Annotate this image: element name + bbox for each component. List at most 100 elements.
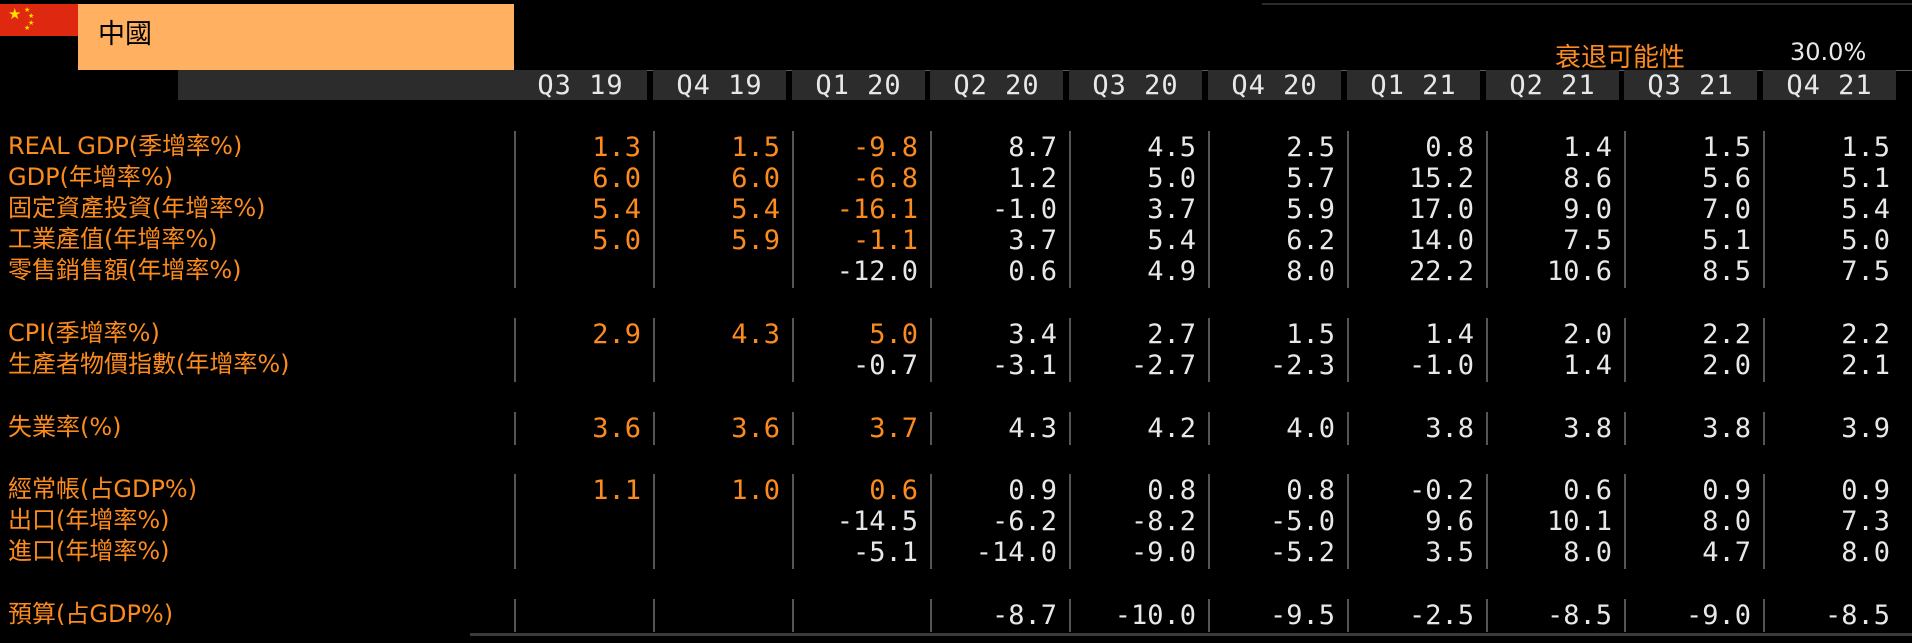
quarter-header: Q4 21 — [1763, 70, 1896, 101]
table-cell: 1.1 — [592, 475, 641, 506]
table-cell: -3.1 — [991, 350, 1057, 381]
table-cell: 3.7 — [1008, 225, 1057, 256]
table-cell: -0.7 — [852, 350, 918, 381]
column-separator — [930, 131, 932, 288]
column-separator — [1069, 131, 1071, 288]
column-separator — [1624, 412, 1626, 445]
table-cell: -14.5 — [836, 506, 918, 537]
table-cell: -6.8 — [852, 163, 918, 194]
row-label: 失業率(%) — [8, 413, 122, 441]
table-cell: 2.0 — [1702, 350, 1751, 381]
table-cell: -8.5 — [1546, 600, 1612, 631]
table-cell: 4.7 — [1702, 537, 1751, 568]
table-cell: 1.4 — [1563, 350, 1612, 381]
table-cell: 0.8 — [1147, 475, 1196, 506]
table-cell: -1.0 — [991, 194, 1057, 225]
column-separator — [1347, 474, 1349, 569]
table-cell: 1.5 — [1841, 132, 1890, 163]
table-cell: 7.5 — [1841, 256, 1890, 287]
table-cell: 3.8 — [1702, 413, 1751, 444]
quarter-header: Q4 19 — [653, 70, 786, 101]
table-cell: 2.9 — [592, 319, 641, 350]
table-cell: -1.0 — [1408, 350, 1474, 381]
quarter-header: Q1 20 — [792, 70, 925, 101]
table-cell: -16.1 — [836, 194, 918, 225]
table-cell: 7.3 — [1841, 506, 1890, 537]
table-cell: 1.5 — [1702, 132, 1751, 163]
table-cell: 3.8 — [1563, 413, 1612, 444]
table-cell: 5.0 — [869, 319, 918, 350]
row-label: GDP(年增率%) — [8, 163, 174, 191]
table-cell: 4.2 — [1147, 413, 1196, 444]
column-separator — [792, 474, 794, 569]
column-separator — [1763, 131, 1765, 288]
table-cell: 5.7 — [1286, 163, 1335, 194]
column-separator — [653, 599, 655, 632]
table-cell: 4.3 — [731, 319, 780, 350]
row-label: CPI(季增率%) — [8, 319, 160, 347]
table-cell: 3.4 — [1008, 319, 1057, 350]
row-label: 進口(年增率%) — [8, 537, 170, 565]
table-cell: 15.2 — [1408, 163, 1474, 194]
table-cell: 7.0 — [1702, 194, 1751, 225]
table-cell: 8.0 — [1841, 537, 1890, 568]
column-separator — [930, 412, 932, 445]
table-cell: -2.7 — [1130, 350, 1196, 381]
column-separator — [653, 318, 655, 382]
column-separator — [1624, 474, 1626, 569]
table-cell: -6.2 — [991, 506, 1057, 537]
recession-probability-label: 衰退可能性 — [1555, 43, 1686, 73]
table-cell: 22.2 — [1408, 256, 1474, 287]
table-cell: 2.2 — [1702, 319, 1751, 350]
column-separator — [653, 131, 655, 288]
quarter-header: Q3 21 — [1624, 70, 1757, 101]
row-label: 出口(年增率%) — [8, 506, 170, 534]
column-separator — [1069, 599, 1071, 632]
table-cell: 3.6 — [731, 413, 780, 444]
top-divider — [1262, 3, 1912, 5]
row-label: 生產者物價指數(年增率%) — [8, 350, 290, 378]
column-separator — [1763, 318, 1765, 382]
row-label: 工業產值(年增率%) — [8, 225, 218, 253]
table-cell: 8.7 — [1008, 132, 1057, 163]
table-cell: 0.9 — [1008, 475, 1057, 506]
table-cell: -9.0 — [1685, 600, 1751, 631]
quarter-header: Q4 20 — [1208, 70, 1341, 101]
table-cell: 8.0 — [1563, 537, 1612, 568]
column-separator — [1763, 474, 1765, 569]
column-separator — [792, 412, 794, 445]
quarter-header: Q2 21 — [1486, 70, 1619, 101]
china-flag-icon: ★ ★ ★ ★ ★ — [0, 4, 78, 36]
table-cell: 0.6 — [869, 475, 918, 506]
column-separator — [514, 474, 516, 569]
table-cell: -9.0 — [1130, 537, 1196, 568]
table-cell: 8.5 — [1702, 256, 1751, 287]
column-separator — [1486, 474, 1488, 569]
table-cell: 3.9 — [1841, 413, 1890, 444]
column-separator — [930, 599, 932, 632]
column-separator — [792, 131, 794, 288]
table-cell: 5.4 — [1841, 194, 1890, 225]
table-cell: -9.8 — [852, 132, 918, 163]
table-cell: 0.6 — [1563, 475, 1612, 506]
table-cell: 5.1 — [1702, 225, 1751, 256]
country-title: 中國 — [78, 4, 514, 70]
row-label: 預算(占GDP%) — [8, 600, 174, 628]
row-label: REAL GDP(季增率%) — [8, 132, 243, 160]
table-cell: 0.9 — [1702, 475, 1751, 506]
table-cell: 5.9 — [731, 225, 780, 256]
column-separator — [1624, 131, 1626, 288]
table-cell: 8.6 — [1563, 163, 1612, 194]
table-cell: 2.0 — [1563, 319, 1612, 350]
quarter-header: Q2 20 — [930, 70, 1063, 101]
table-cell: -5.1 — [852, 537, 918, 568]
column-separator — [514, 599, 516, 632]
column-separator — [1486, 131, 1488, 288]
column-separator — [930, 318, 932, 382]
column-separator — [1208, 474, 1210, 569]
column-separator — [1208, 412, 1210, 445]
table-cell: 2.5 — [1286, 132, 1335, 163]
table-cell: -2.3 — [1269, 350, 1335, 381]
table-cell: 2.7 — [1147, 319, 1196, 350]
column-separator — [792, 599, 794, 632]
